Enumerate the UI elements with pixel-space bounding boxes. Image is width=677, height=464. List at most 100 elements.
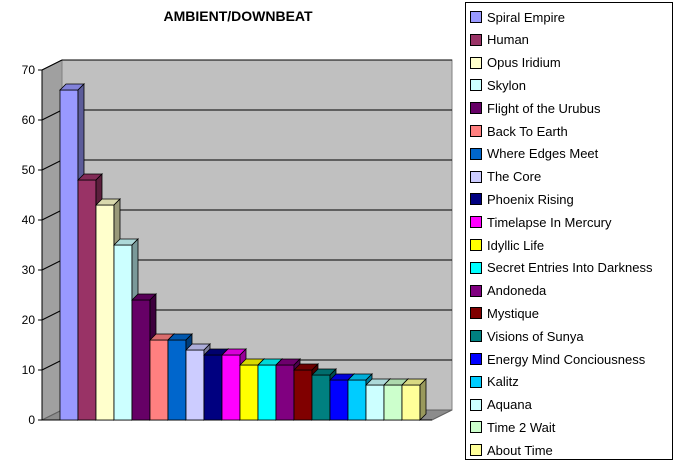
bar-front [293, 369, 313, 421]
gridline-depth [41, 59, 63, 71]
bar-front [275, 364, 295, 421]
gridline-depth [41, 359, 63, 371]
legend-swatch [470, 102, 482, 115]
gridline-depth [41, 259, 63, 271]
legend-label: Opus Iridium [487, 55, 561, 71]
legend-swatch [470, 353, 482, 365]
legend-label: The Core [487, 169, 542, 185]
gridline-depth [41, 159, 63, 171]
legend-item: Timelapse In Mercury [470, 211, 612, 233]
legend-label: Spiral Empire [487, 9, 566, 25]
legend-item: Andoneda [470, 280, 546, 302]
legend-label: Visions of Sunya [487, 328, 584, 344]
legend-label: Skylon [487, 77, 527, 93]
legend-swatch [470, 79, 482, 92]
legend-swatch [470, 11, 482, 23]
bar-front [257, 364, 277, 421]
y-tick-label: 10 [22, 363, 36, 377]
legend-label: Back To Earth [487, 123, 568, 139]
legend-swatch [470, 307, 482, 320]
y-tick-label: 40 [22, 213, 36, 227]
legend-item: Opus Iridium [470, 52, 561, 74]
legend-label: Timelapse In Mercury [487, 214, 612, 230]
legend-label: Mystique [487, 305, 540, 321]
legend-swatch [470, 170, 482, 183]
legend-label: About Time [487, 442, 553, 458]
gridline-depth [41, 209, 63, 221]
y-tick-label: 20 [22, 313, 36, 327]
legend-label: Andoneda [487, 283, 547, 299]
chart-legend: Spiral Empire Human Opus Iridium Skylon Flig… [465, 2, 673, 460]
legend-label: Phoenix Rising [487, 191, 574, 207]
bar-front [329, 379, 349, 421]
bar-chart-plot: 0 10 20 30 40 50 60 70 [22, 59, 453, 427]
bar-front [131, 299, 151, 421]
legend-item: Phoenix Rising [470, 188, 574, 210]
legend-label: Energy Mind Conciousness [487, 351, 646, 367]
y-tick-label: 0 [28, 413, 35, 427]
legend-label: Secret Entries Into Darkness [487, 260, 653, 276]
bar-front [347, 379, 367, 421]
bar-front [59, 89, 79, 421]
bar-front [311, 374, 331, 421]
y-tick-label: 50 [22, 163, 36, 177]
bar-front [221, 354, 241, 421]
legend-swatch [470, 193, 482, 206]
legend-swatch [470, 147, 482, 160]
legend-item: Time 2 Wait [470, 416, 555, 438]
legend-swatch [470, 330, 482, 343]
legend-swatch [470, 216, 482, 229]
y-tick-label: 60 [22, 113, 36, 127]
chart-title: AMBIENT/DOWNBEAT [163, 8, 313, 24]
legend-swatch [470, 239, 482, 251]
bar-front [95, 204, 115, 421]
legend-item: Mystique [470, 302, 539, 324]
bar-front [401, 384, 421, 421]
legend-swatch [470, 56, 482, 69]
legend-item: Flight of the Urubus [470, 97, 600, 119]
gridline-depth [41, 109, 63, 121]
legend-item: Human [470, 29, 529, 51]
legend-item: Visions of Sunya [470, 325, 584, 347]
legend-swatch [470, 444, 482, 457]
legend-swatch [470, 261, 482, 274]
legend-label: Time 2 Wait [487, 419, 556, 435]
legend-label: Flight of the Urubus [487, 100, 601, 116]
bar-front [167, 339, 187, 421]
legend-item: Idyllic Life [470, 234, 544, 256]
legend-item: Kalitz [470, 371, 519, 393]
legend-item: Secret Entries Into Darkness [470, 257, 652, 279]
legend-label: Idyllic Life [487, 237, 545, 253]
legend-swatch [470, 33, 482, 46]
bar-front [365, 384, 385, 421]
y-tick-label: 70 [22, 63, 36, 77]
bar-front [239, 364, 259, 421]
y-tick-label: 30 [22, 263, 36, 277]
legend-label: Where Edges Meet [487, 146, 599, 162]
bar-front [77, 179, 97, 421]
plot-side-wall [41, 59, 63, 421]
legend-item: About Time [470, 439, 553, 461]
bar-front [203, 354, 223, 421]
legend-label: Aquana [487, 397, 532, 413]
bar-front [185, 349, 205, 421]
bar-front [383, 384, 403, 421]
legend-label: Kalitz [487, 374, 519, 390]
legend-item: The Core [470, 166, 541, 188]
legend-item: Back To Earth [470, 120, 568, 142]
legend-item: Aquana [470, 394, 532, 416]
bar-side [419, 378, 427, 421]
legend-item: Skylon [470, 74, 526, 96]
legend-swatch [470, 375, 482, 388]
bar-front [113, 244, 133, 421]
legend-label: Human [487, 32, 529, 48]
legend-swatch [470, 398, 482, 411]
legend-item: Where Edges Meet [470, 143, 598, 165]
legend-item: Spiral Empire [470, 6, 565, 28]
gridline-depth [41, 309, 63, 321]
legend-item: Energy Mind Conciousness [470, 348, 645, 370]
legend-swatch [470, 125, 482, 137]
legend-swatch [470, 284, 482, 297]
legend-swatch [470, 421, 482, 434]
bar-front [149, 339, 169, 421]
